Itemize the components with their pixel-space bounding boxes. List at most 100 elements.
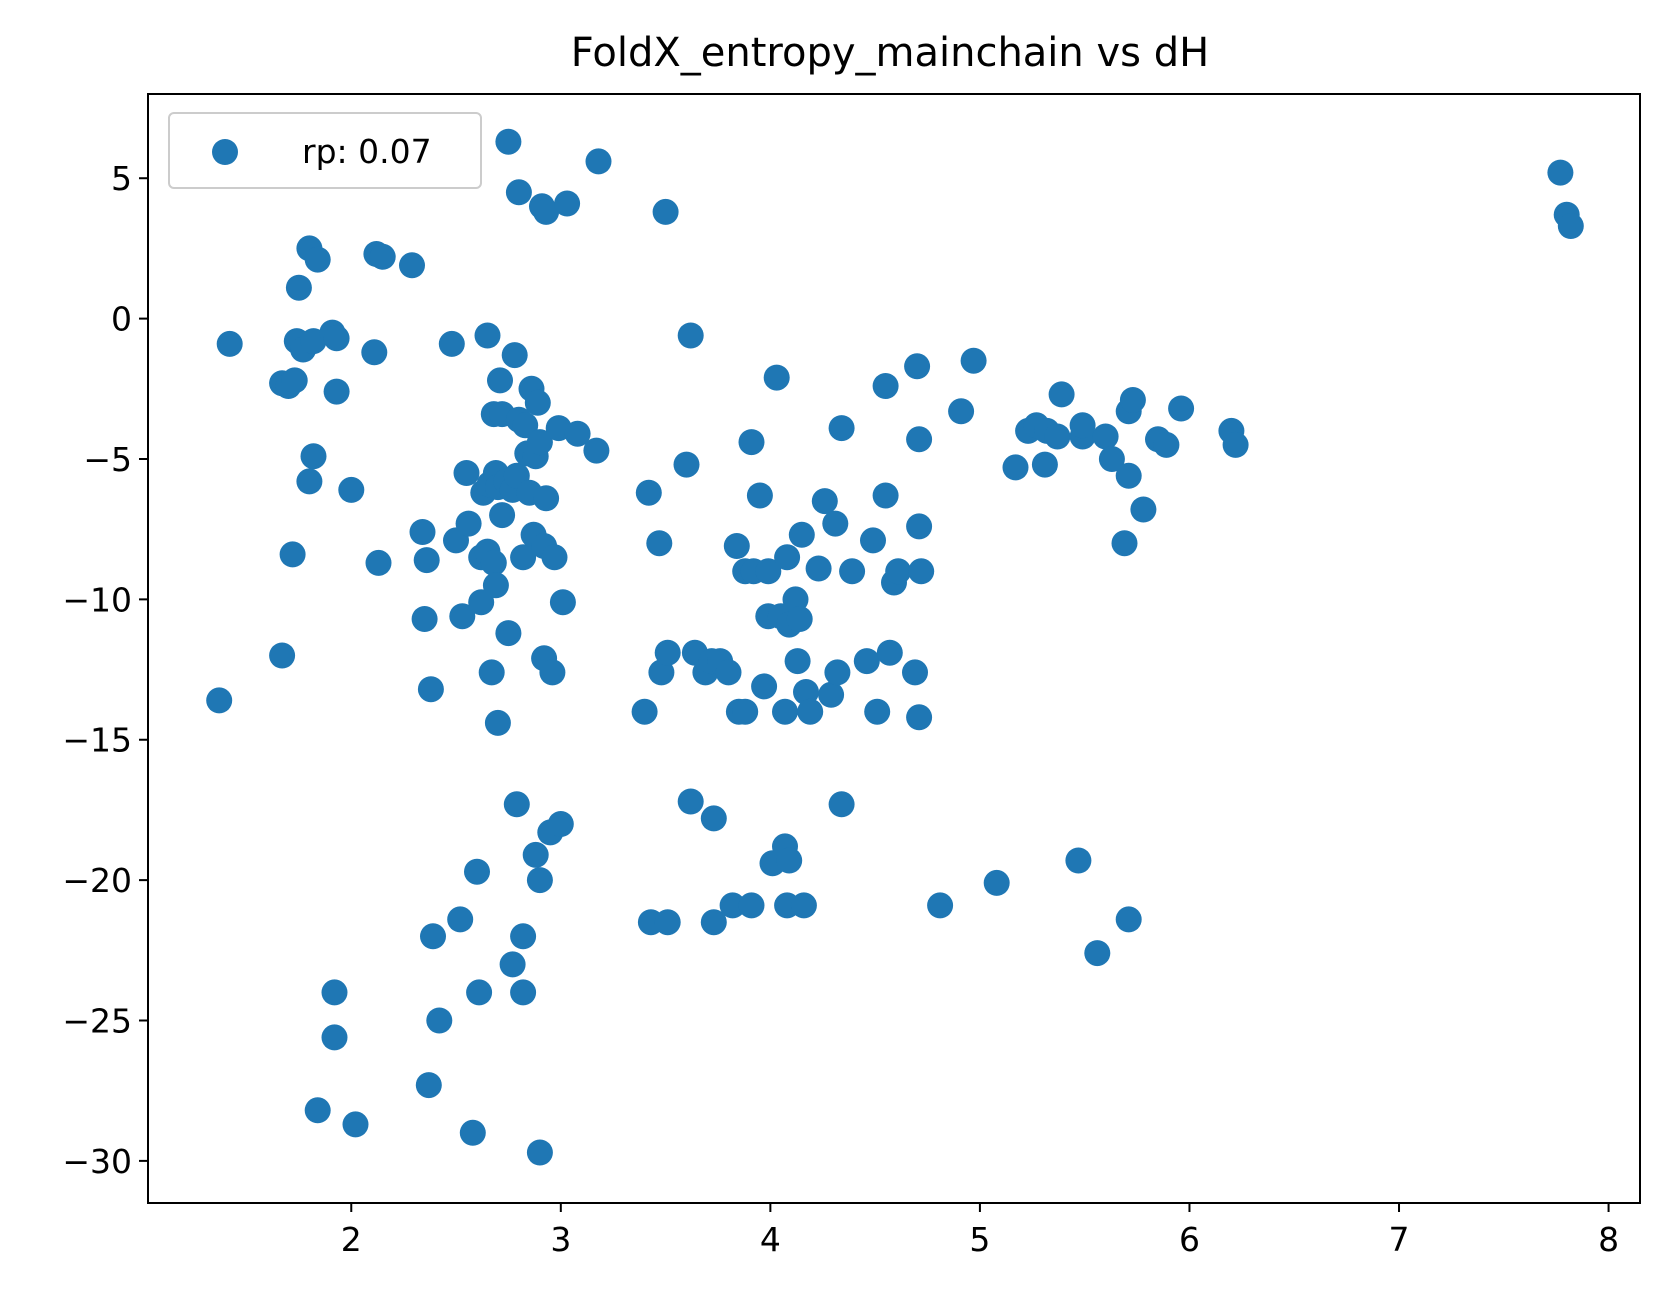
data-point xyxy=(782,586,809,613)
data-point xyxy=(828,791,855,818)
data-point xyxy=(206,687,233,714)
data-points xyxy=(206,128,1584,1166)
data-point xyxy=(853,648,880,675)
data-point xyxy=(1092,423,1119,450)
data-point xyxy=(296,468,323,495)
data-point xyxy=(533,485,560,512)
data-point xyxy=(505,179,532,206)
data-point xyxy=(321,979,348,1006)
data-point xyxy=(786,606,813,632)
data-point xyxy=(772,698,798,725)
data-point xyxy=(784,648,811,675)
data-point xyxy=(526,867,553,894)
data-point xyxy=(411,606,438,632)
legend: rp: 0.07 xyxy=(168,112,482,189)
data-point xyxy=(474,322,501,349)
data-point xyxy=(818,681,845,708)
data-point xyxy=(455,510,482,537)
data-point xyxy=(449,603,476,630)
data-point xyxy=(365,549,392,576)
data-point xyxy=(1115,906,1142,933)
x-tick-label: 7 xyxy=(1389,1220,1410,1259)
data-point xyxy=(774,544,801,571)
data-point xyxy=(533,198,560,225)
data-point xyxy=(1002,454,1029,481)
data-point xyxy=(635,479,662,506)
data-point xyxy=(321,1024,348,1051)
x-tick-label: 8 xyxy=(1598,1220,1619,1259)
data-point xyxy=(216,330,243,357)
data-point xyxy=(484,709,511,736)
x-tick-label: 3 xyxy=(550,1220,571,1259)
data-point xyxy=(654,909,681,936)
plot-area-frame xyxy=(147,93,1641,1204)
data-point xyxy=(338,476,365,503)
data-point xyxy=(872,482,899,509)
data-point xyxy=(1119,387,1146,413)
data-point xyxy=(652,198,679,225)
data-point xyxy=(466,979,493,1006)
data-point xyxy=(715,659,742,686)
legend-label: rp: 0.07 xyxy=(302,132,432,171)
data-point xyxy=(700,805,727,832)
data-point xyxy=(503,791,530,818)
data-point xyxy=(304,246,331,273)
data-point xyxy=(904,353,931,380)
data-point xyxy=(495,620,522,647)
data-point xyxy=(1069,412,1096,439)
data-point xyxy=(738,892,765,919)
data-point xyxy=(751,673,778,700)
data-point xyxy=(413,547,440,574)
data-point xyxy=(908,558,935,585)
legend-box xyxy=(168,112,482,189)
data-point xyxy=(1557,213,1584,239)
data-point xyxy=(564,420,591,447)
data-point xyxy=(872,373,899,399)
data-point xyxy=(797,698,824,725)
data-point xyxy=(738,429,765,456)
data-point xyxy=(323,378,350,405)
data-point xyxy=(700,909,727,936)
data-point xyxy=(304,1097,331,1124)
data-point xyxy=(501,342,528,369)
data-point xyxy=(281,367,308,394)
data-point xyxy=(906,426,933,453)
data-point xyxy=(839,558,866,585)
y-tick-label: −15 xyxy=(62,721,132,760)
y-tick-label: 0 xyxy=(111,300,132,339)
data-point xyxy=(860,527,886,554)
data-point xyxy=(285,274,312,301)
chart-title: FoldX_entropy_mainchain vs dH xyxy=(571,30,1209,76)
data-point xyxy=(1130,496,1157,523)
data-point xyxy=(1168,395,1195,422)
data-point xyxy=(495,128,522,155)
data-point xyxy=(547,811,574,837)
data-point xyxy=(677,788,704,815)
y-tick-label: −10 xyxy=(62,580,132,619)
data-point xyxy=(793,679,819,705)
data-point xyxy=(482,572,509,599)
data-point xyxy=(948,398,975,425)
x-axis: 2 3 4 5 6 7 8 xyxy=(341,1203,1619,1259)
data-point xyxy=(526,429,553,456)
data-point xyxy=(673,451,700,478)
data-point xyxy=(1222,431,1249,458)
data-point xyxy=(399,252,425,279)
data-point xyxy=(512,412,539,439)
data-point xyxy=(776,847,803,874)
data-point xyxy=(420,923,446,950)
y-tick-label: −25 xyxy=(62,1002,132,1041)
legend-marker xyxy=(212,139,238,165)
data-point xyxy=(426,1007,453,1034)
y-tick-label: 5 xyxy=(111,159,132,198)
data-point xyxy=(1547,159,1574,186)
data-point xyxy=(323,325,350,352)
data-point xyxy=(790,892,817,919)
data-point xyxy=(459,1119,486,1146)
data-point xyxy=(585,148,612,175)
data-point xyxy=(828,415,855,442)
data-point xyxy=(478,659,505,686)
data-point xyxy=(805,555,832,582)
data-point xyxy=(554,190,581,217)
